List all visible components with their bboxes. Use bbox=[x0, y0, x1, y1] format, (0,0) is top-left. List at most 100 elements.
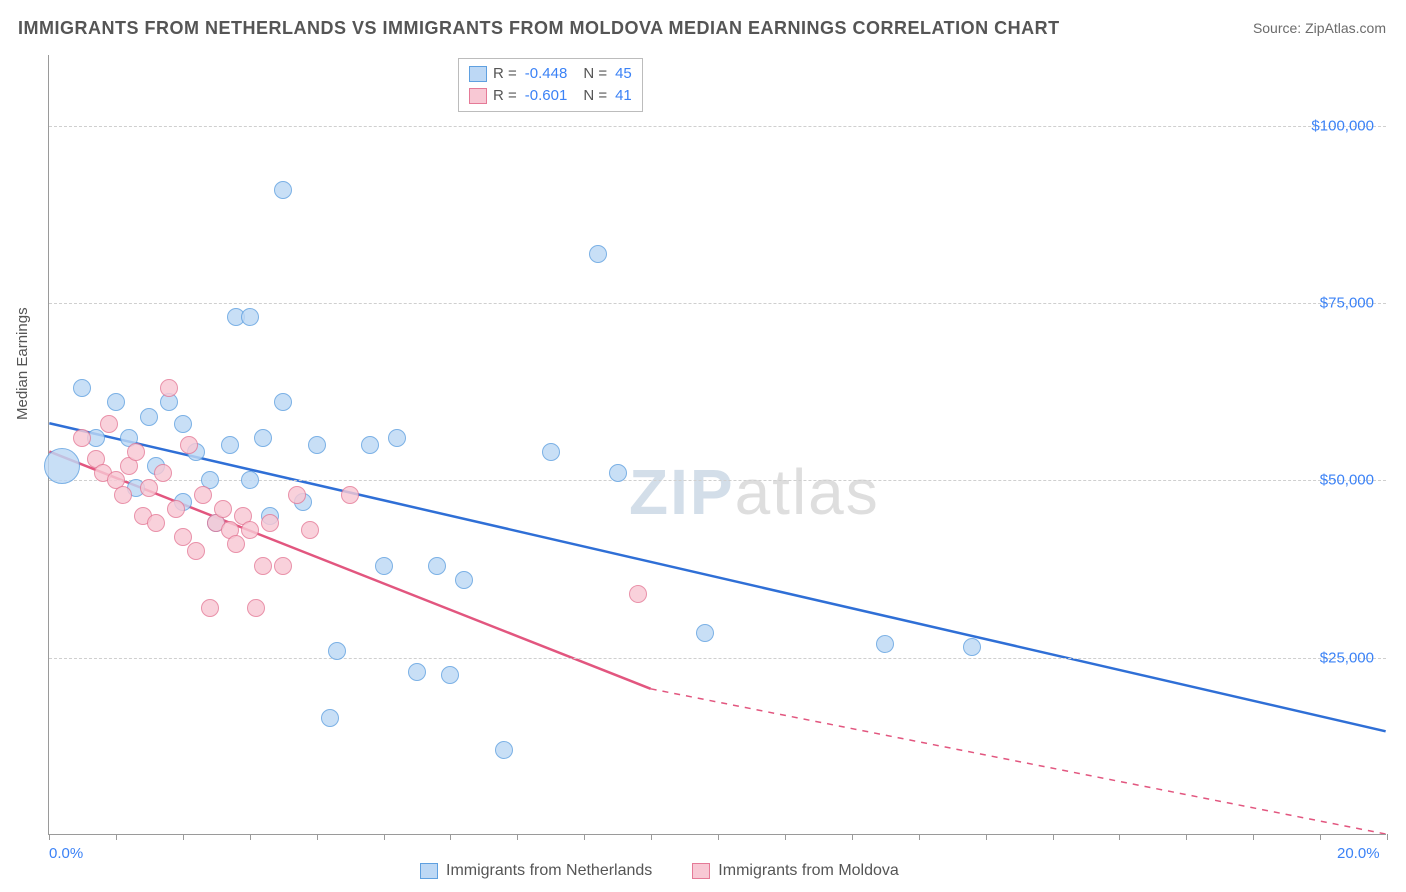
scatter-point bbox=[301, 521, 319, 539]
scatter-point bbox=[375, 557, 393, 575]
scatter-point bbox=[428, 557, 446, 575]
scatter-point bbox=[107, 393, 125, 411]
scatter-point bbox=[201, 599, 219, 617]
x-tick bbox=[1186, 834, 1187, 840]
x-tick bbox=[1253, 834, 1254, 840]
source-label: Source: ZipAtlas.com bbox=[1253, 20, 1386, 36]
x-tick bbox=[517, 834, 518, 840]
scatter-point bbox=[696, 624, 714, 642]
watermark: ZIPatlas bbox=[629, 455, 880, 529]
scatter-point bbox=[274, 393, 292, 411]
scatter-point bbox=[247, 599, 265, 617]
scatter-point bbox=[160, 379, 178, 397]
x-tick bbox=[718, 834, 719, 840]
scatter-point bbox=[241, 308, 259, 326]
scatter-point bbox=[963, 638, 981, 656]
scatter-point bbox=[154, 464, 172, 482]
legend-swatch bbox=[692, 863, 710, 879]
stats-legend: R = -0.448 N = 45 R = -0.601 N = 41 bbox=[458, 58, 643, 112]
trend-line-extension bbox=[651, 689, 1386, 834]
x-tick bbox=[384, 834, 385, 840]
plot-area: ZIPatlas $25,000$50,000$75,000$100,0000.… bbox=[48, 55, 1386, 835]
chart-title: IMMIGRANTS FROM NETHERLANDS VS IMMIGRANT… bbox=[18, 18, 1060, 39]
scatter-point bbox=[609, 464, 627, 482]
x-tick bbox=[651, 834, 652, 840]
scatter-point bbox=[441, 666, 459, 684]
chart-container: IMMIGRANTS FROM NETHERLANDS VS IMMIGRANT… bbox=[0, 0, 1406, 892]
legend-swatch bbox=[469, 66, 487, 82]
x-tick bbox=[785, 834, 786, 840]
x-tick-label: 20.0% bbox=[1337, 845, 1380, 862]
y-tick-label: $75,000 bbox=[1320, 295, 1374, 312]
x-tick-label: 0.0% bbox=[49, 845, 83, 862]
scatter-point bbox=[455, 571, 473, 589]
gridline bbox=[49, 658, 1386, 659]
scatter-point bbox=[408, 663, 426, 681]
scatter-point bbox=[288, 486, 306, 504]
scatter-point bbox=[589, 245, 607, 263]
scatter-point bbox=[214, 500, 232, 518]
scatter-point bbox=[542, 443, 560, 461]
legend-swatch bbox=[469, 88, 487, 104]
gridline bbox=[49, 126, 1386, 127]
x-tick bbox=[116, 834, 117, 840]
legend-r-value: -0.601 bbox=[525, 85, 568, 107]
trend-line bbox=[49, 423, 1385, 731]
stats-legend-row: R = -0.448 N = 45 bbox=[469, 63, 632, 85]
scatter-point bbox=[308, 436, 326, 454]
legend-r-label: R = bbox=[493, 85, 517, 107]
scatter-point bbox=[147, 514, 165, 532]
y-tick-label: $50,000 bbox=[1320, 472, 1374, 489]
scatter-point bbox=[241, 471, 259, 489]
scatter-point bbox=[194, 486, 212, 504]
legend-item: Immigrants from Netherlands bbox=[420, 862, 652, 880]
legend-r-label: R = bbox=[493, 63, 517, 85]
scatter-point bbox=[174, 415, 192, 433]
scatter-point bbox=[274, 557, 292, 575]
legend-label: Immigrants from Moldova bbox=[718, 862, 899, 880]
scatter-point bbox=[114, 486, 132, 504]
legend-r-value: -0.448 bbox=[525, 63, 568, 85]
scatter-point bbox=[629, 585, 647, 603]
scatter-point bbox=[167, 500, 185, 518]
x-tick bbox=[986, 834, 987, 840]
legend-n-value: 45 bbox=[615, 63, 632, 85]
stats-legend-row: R = -0.601 N = 41 bbox=[469, 85, 632, 107]
y-axis-title: Median Earnings bbox=[14, 307, 31, 420]
scatter-point bbox=[140, 479, 158, 497]
scatter-point bbox=[187, 542, 205, 560]
trend-lines-layer bbox=[49, 55, 1386, 834]
x-tick bbox=[1387, 834, 1388, 840]
legend-item: Immigrants from Moldova bbox=[692, 862, 899, 880]
scatter-point bbox=[495, 741, 513, 759]
scatter-point bbox=[254, 557, 272, 575]
legend-swatch bbox=[420, 863, 438, 879]
scatter-point bbox=[44, 448, 80, 484]
x-tick bbox=[1119, 834, 1120, 840]
x-tick bbox=[852, 834, 853, 840]
gridline bbox=[49, 303, 1386, 304]
x-tick bbox=[450, 834, 451, 840]
scatter-point bbox=[388, 429, 406, 447]
legend-n-label: N = bbox=[583, 63, 607, 85]
y-tick-label: $25,000 bbox=[1320, 649, 1374, 666]
scatter-point bbox=[227, 535, 245, 553]
x-tick bbox=[1320, 834, 1321, 840]
scatter-point bbox=[876, 635, 894, 653]
x-tick bbox=[1053, 834, 1054, 840]
scatter-point bbox=[140, 408, 158, 426]
y-tick-label: $100,000 bbox=[1311, 117, 1374, 134]
scatter-point bbox=[73, 429, 91, 447]
watermark-bold: ZIP bbox=[629, 456, 735, 528]
scatter-point bbox=[341, 486, 359, 504]
legend-n-value: 41 bbox=[615, 85, 632, 107]
scatter-point bbox=[254, 429, 272, 447]
scatter-point bbox=[321, 709, 339, 727]
watermark-thin: atlas bbox=[735, 456, 880, 528]
legend-n-label: N = bbox=[583, 85, 607, 107]
scatter-point bbox=[73, 379, 91, 397]
x-tick bbox=[183, 834, 184, 840]
scatter-point bbox=[174, 528, 192, 546]
x-tick bbox=[250, 834, 251, 840]
scatter-point bbox=[274, 181, 292, 199]
